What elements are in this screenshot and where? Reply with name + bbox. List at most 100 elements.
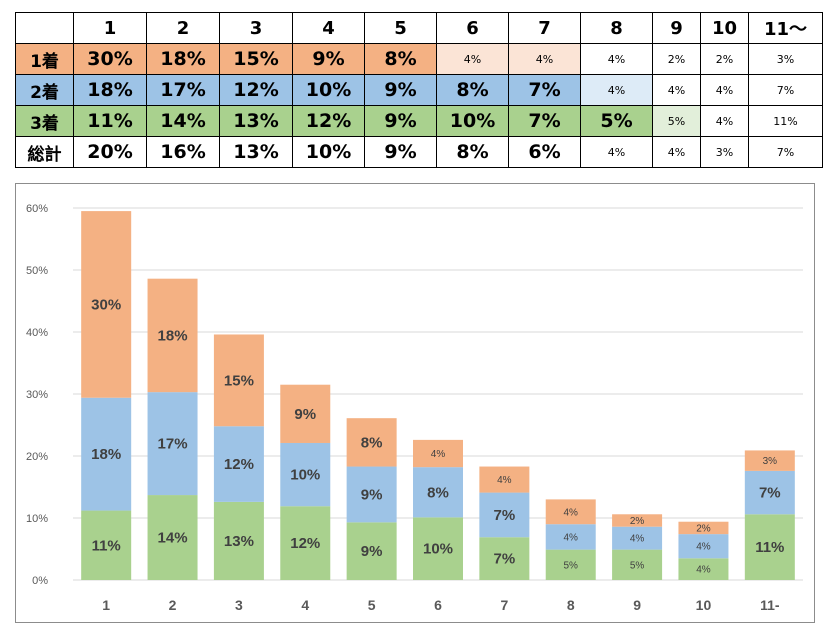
bar-segment bbox=[545, 524, 596, 550]
bar-segment bbox=[744, 514, 795, 580]
table-cell: 13% bbox=[219, 136, 293, 168]
data-label: 15% bbox=[224, 372, 254, 389]
x-tick-label: 5 bbox=[368, 597, 376, 613]
y-tick-label: 40% bbox=[26, 327, 48, 339]
x-tick-label: 6 bbox=[434, 597, 442, 613]
table-cell: 4% bbox=[580, 43, 653, 75]
data-label: 10% bbox=[290, 467, 320, 484]
table-cell: 9% bbox=[364, 105, 437, 137]
stacked-bar-chart: 0% 10% 20% 30% 40% 50% 60% 11% 18% 30% 1 14% 17% 18% 2… bbox=[15, 183, 815, 623]
data-label: 9% bbox=[361, 486, 383, 503]
table-cell: 14% bbox=[146, 105, 220, 137]
table-cell: 9% bbox=[292, 43, 365, 75]
table-cell: 7% bbox=[508, 105, 581, 137]
x-tick-label: 8 bbox=[567, 597, 575, 613]
data-label: 4% bbox=[696, 542, 711, 553]
table-cell: 7% bbox=[748, 136, 823, 168]
x-tick-label: 9 bbox=[633, 597, 641, 613]
table-header-cell: 1 bbox=[73, 12, 147, 44]
table-cell: 11% bbox=[748, 105, 823, 137]
bar-segment bbox=[612, 526, 663, 550]
data-label: 7% bbox=[759, 485, 781, 502]
y-tick-label: 60% bbox=[26, 203, 48, 215]
table-cell: 4% bbox=[652, 136, 701, 168]
table-cell: 12% bbox=[219, 74, 293, 106]
data-label: 30% bbox=[91, 296, 121, 313]
bar-segment bbox=[346, 466, 397, 523]
table-cell: 10% bbox=[292, 136, 365, 168]
table-header-row: 1 2 3 4 5 6 7 8 9 10 11～ bbox=[15, 12, 823, 44]
table-header-cell: 2 bbox=[146, 12, 220, 44]
table-cell: 15% bbox=[219, 43, 293, 75]
data-label: 2% bbox=[630, 516, 645, 527]
bar-segment bbox=[678, 558, 729, 580]
x-tick-label: 7 bbox=[500, 597, 508, 613]
bar-segment bbox=[346, 522, 397, 580]
x-tick-label: 4 bbox=[301, 597, 309, 613]
bar-segment bbox=[147, 495, 198, 580]
data-label: 4% bbox=[564, 532, 579, 543]
bar-segment bbox=[81, 211, 132, 398]
x-tick-label: 10 bbox=[696, 597, 712, 613]
bar-segment bbox=[280, 442, 331, 507]
table-cell: 16% bbox=[146, 136, 220, 168]
table-row: 総計 20% 16% 13% 10% 9% 8% 6% 4% 4% 3% 7% bbox=[15, 136, 823, 168]
data-label: 11% bbox=[755, 539, 784, 556]
bar-segment bbox=[744, 450, 795, 471]
table-header-cell: 9 bbox=[652, 12, 701, 44]
data-label: 13% bbox=[224, 533, 254, 550]
table-row-label: 総計 bbox=[15, 136, 74, 168]
stats-table: 1 2 3 4 5 6 7 8 9 10 11～ 1着 30% 18% 15% 9% 8% 4% 4% 4% 2% 2% 3… bbox=[15, 12, 823, 168]
y-tick-label: 10% bbox=[26, 513, 48, 525]
table-cell: 9% bbox=[364, 74, 437, 106]
table-header-cell: 4 bbox=[292, 12, 365, 44]
data-label: 4% bbox=[564, 507, 579, 518]
table-cell: 2% bbox=[700, 43, 749, 75]
bar-segment bbox=[213, 501, 264, 580]
data-label: 7% bbox=[494, 507, 516, 524]
x-tick-label: 2 bbox=[169, 597, 177, 613]
table-cell: 4% bbox=[700, 105, 749, 137]
y-tick-label: 30% bbox=[26, 389, 48, 401]
bar-segment bbox=[280, 384, 331, 443]
table-row-label: 3着 bbox=[15, 105, 74, 137]
table-header-cell: 7 bbox=[508, 12, 581, 44]
bar-segment bbox=[213, 334, 264, 427]
bar-segment bbox=[147, 278, 198, 393]
table-header-cell: 10 bbox=[700, 12, 749, 44]
y-tick-label: 50% bbox=[26, 265, 48, 277]
data-label: 10% bbox=[423, 541, 453, 558]
data-label: 8% bbox=[361, 434, 383, 451]
table-cell: 7% bbox=[508, 74, 581, 106]
table-row: 3着 11% 14% 13% 12% 9% 10% 7% 5% 5% 4% 11% bbox=[15, 105, 823, 137]
table-cell: 5% bbox=[652, 105, 701, 137]
table-cell: 18% bbox=[146, 43, 220, 75]
data-label: 4% bbox=[696, 565, 711, 576]
bar-segment bbox=[147, 392, 198, 496]
y-tick-label: 0% bbox=[32, 575, 48, 587]
bar-segment bbox=[413, 517, 463, 580]
table-header-cell: 3 bbox=[219, 12, 293, 44]
table-cell: 12% bbox=[292, 105, 365, 137]
data-label: 9% bbox=[294, 406, 316, 423]
table-cell: 30% bbox=[73, 43, 147, 75]
data-label: 11% bbox=[92, 537, 121, 554]
table-cell: 7% bbox=[748, 74, 823, 106]
data-label: 9% bbox=[361, 543, 383, 560]
bar-segment bbox=[346, 418, 397, 467]
bar-segment bbox=[213, 426, 264, 502]
table-header-cell: 11～ bbox=[748, 12, 823, 44]
table-cell: 9% bbox=[364, 136, 437, 168]
table-cell: 20% bbox=[73, 136, 147, 168]
data-label: 2% bbox=[696, 523, 711, 534]
bar-segment bbox=[479, 492, 530, 538]
table-cell: 10% bbox=[436, 105, 509, 137]
data-label: 18% bbox=[158, 327, 188, 344]
x-tick-label: 11- bbox=[760, 597, 780, 613]
table-row: 1着 30% 18% 15% 9% 8% 4% 4% 4% 2% 2% 3% bbox=[15, 43, 823, 75]
data-label: 12% bbox=[290, 535, 320, 552]
bar-segment bbox=[545, 549, 596, 580]
table-cell: 4% bbox=[508, 43, 581, 75]
bar-segment bbox=[413, 467, 463, 518]
bar-segment bbox=[744, 470, 795, 515]
